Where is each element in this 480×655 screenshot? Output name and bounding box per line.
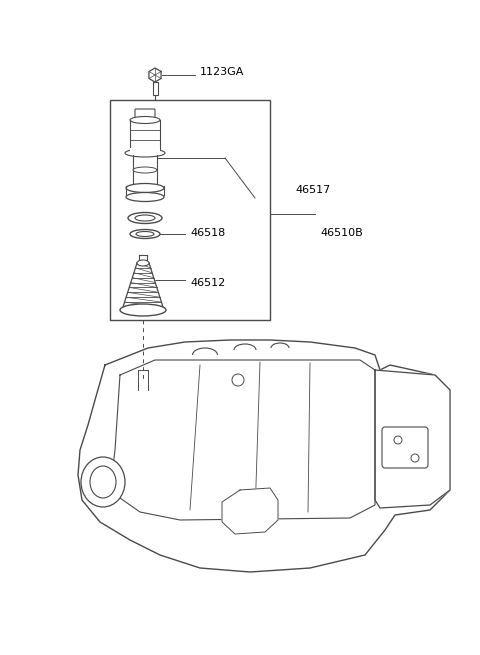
Text: 46512: 46512 [190, 278, 225, 288]
Ellipse shape [135, 215, 155, 221]
FancyBboxPatch shape [135, 109, 155, 119]
Ellipse shape [125, 149, 165, 157]
Ellipse shape [90, 466, 116, 498]
Circle shape [411, 454, 419, 462]
Ellipse shape [136, 231, 154, 236]
Text: 1123GA: 1123GA [200, 67, 244, 77]
Bar [130, 148, 160, 153]
Text: 46510B: 46510B [320, 228, 363, 238]
Ellipse shape [128, 212, 162, 223]
Ellipse shape [133, 167, 157, 173]
Circle shape [232, 374, 244, 386]
Polygon shape [123, 263, 163, 307]
Text: 46518: 46518 [190, 228, 225, 238]
Polygon shape [112, 360, 375, 520]
Bar [110, 100, 270, 320]
Ellipse shape [137, 260, 149, 266]
Ellipse shape [120, 304, 166, 316]
Text: 46517: 46517 [295, 185, 330, 195]
Bar [153, 82, 157, 95]
Polygon shape [222, 488, 278, 534]
Circle shape [394, 436, 402, 444]
FancyBboxPatch shape [382, 427, 428, 468]
Polygon shape [149, 68, 161, 82]
Polygon shape [78, 340, 450, 572]
Ellipse shape [130, 117, 160, 124]
Polygon shape [375, 370, 450, 508]
Ellipse shape [126, 193, 164, 202]
Ellipse shape [126, 183, 164, 193]
Bar [126, 189, 164, 197]
Ellipse shape [81, 457, 125, 507]
Ellipse shape [130, 229, 160, 238]
